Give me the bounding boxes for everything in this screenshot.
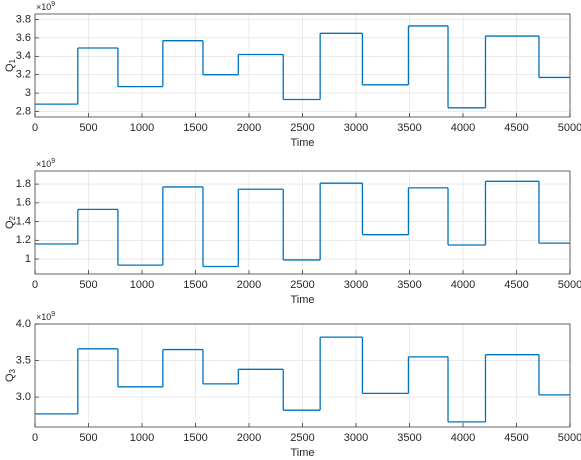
y-axis-label-main: Q — [4, 220, 16, 229]
y-tick-label: 1.8 — [16, 178, 31, 190]
y-axis-label: Q3 — [4, 368, 17, 382]
y-tick-label: 1.6 — [16, 197, 31, 209]
y-axis-label-sub: 3 — [8, 368, 17, 373]
subplot: 0 500 1000 1500 2000 2500 3000 3500 4000 4500 5000… — [4, 1, 581, 149]
y-axis-label-main: Q — [4, 373, 16, 382]
x-tick-label: 1500 — [183, 122, 207, 134]
y-axis-label-sub: 1 — [8, 58, 17, 63]
x-tick-label: 2000 — [237, 432, 261, 444]
y-tick-label: 3.5 — [16, 354, 31, 366]
x-tick-label: 3000 — [344, 122, 368, 134]
y-tick-label: 3.2 — [16, 69, 31, 81]
x-tick-label: 2500 — [290, 432, 314, 444]
axes-box — [34, 13, 571, 118]
y-tick-label: 1 — [25, 253, 31, 265]
x-axis-label: Time — [290, 294, 314, 306]
y-tick-label: 4.0 — [16, 318, 31, 330]
x-tick-label: 0 — [32, 432, 38, 444]
exponent-base: ×10 — [36, 312, 51, 322]
y-tick-label: 3 — [25, 87, 31, 99]
x-tick-label: 4500 — [504, 432, 528, 444]
x-tick-label: 3000 — [344, 279, 368, 291]
y-tick-label: 1.2 — [16, 234, 31, 246]
y-tick-label: 2.8 — [16, 105, 31, 117]
x-tick-label: 4500 — [504, 279, 528, 291]
x-axis-label: Time — [290, 447, 314, 459]
axis-exponent: ×109 — [36, 158, 55, 170]
x-tick-label: 0 — [32, 279, 38, 291]
x-tick-label: 4000 — [451, 279, 475, 291]
x-tick-label: 1500 — [183, 279, 207, 291]
x-tick-label: 3500 — [397, 279, 421, 291]
x-tick-label: 4000 — [451, 122, 475, 134]
x-tick-label: 0 — [32, 122, 38, 134]
exponent-power: 9 — [51, 311, 55, 318]
y-tick-label: 3.8 — [16, 13, 31, 25]
x-tick-label: 500 — [79, 279, 97, 291]
y-axis-label: Q2 — [4, 215, 17, 229]
x-tick-label: 2000 — [237, 122, 261, 134]
x-tick-label: 2500 — [290, 279, 314, 291]
exponent-power: 9 — [51, 1, 55, 8]
axes-box — [34, 323, 571, 428]
x-axis-label: Time — [290, 137, 314, 149]
x-tick-label: 1000 — [130, 432, 154, 444]
exponent-base: ×10 — [36, 159, 51, 169]
y-tick-label: 3.4 — [16, 50, 31, 62]
y-axis-label-main: Q — [4, 63, 16, 72]
x-tick-label: 3500 — [397, 432, 421, 444]
y-tick-label: 3.6 — [16, 32, 31, 44]
x-tick-label: 500 — [79, 122, 97, 134]
x-tick-label: 500 — [79, 432, 97, 444]
subplot: 0 500 1000 1500 2000 2500 3000 3500 4000 4500 5000… — [4, 311, 581, 459]
y-tick-label: 3.0 — [16, 391, 31, 403]
x-tick-label: 5000 — [558, 279, 581, 291]
x-tick-label: 2500 — [290, 122, 314, 134]
x-tick-label: 5000 — [558, 432, 581, 444]
axis-exponent: ×109 — [36, 311, 55, 323]
exponent-power: 9 — [51, 158, 55, 165]
y-axis-label: Q1 — [4, 58, 17, 72]
axes-box — [34, 170, 571, 275]
x-tick-label: 1000 — [130, 279, 154, 291]
x-tick-label: 1500 — [183, 432, 207, 444]
subplot: 0 500 1000 1500 2000 2500 3000 3500 4000 4500 5000… — [4, 158, 581, 306]
axis-exponent: ×109 — [36, 1, 55, 13]
x-tick-label: 1000 — [130, 122, 154, 134]
x-tick-label: 5000 — [558, 122, 581, 134]
exponent-base: ×10 — [36, 2, 51, 12]
x-tick-label: 3000 — [344, 432, 368, 444]
x-tick-label: 3500 — [397, 122, 421, 134]
x-tick-label: 2000 — [237, 279, 261, 291]
y-tick-label: 1.4 — [16, 215, 31, 227]
y-axis-label-sub: 2 — [8, 215, 17, 220]
x-tick-label: 4000 — [451, 432, 475, 444]
x-tick-label: 4500 — [504, 122, 528, 134]
